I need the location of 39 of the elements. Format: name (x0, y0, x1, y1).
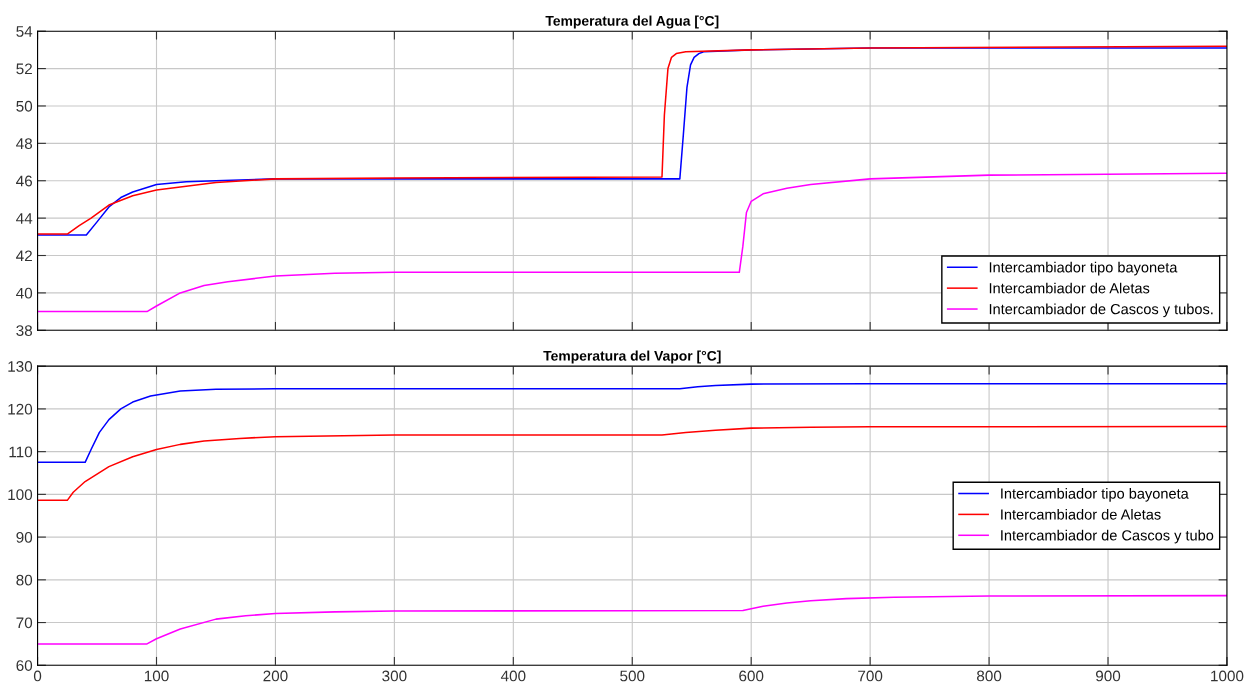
x-tick-label: 100 (144, 670, 169, 682)
legend-label: Intercambiador de Cascos y tubo (1001, 529, 1214, 544)
x-tick-label: 300 (382, 670, 407, 682)
x-tick-label: 900 (1095, 670, 1121, 682)
y-tick-label: 48 (16, 138, 33, 150)
y-tick-label: 54 (16, 26, 33, 37)
chart-title: Temperatura del Vapor [°C] (543, 350, 721, 364)
x-tick-label: 700 (858, 670, 883, 682)
y-tick-label: 80 (16, 574, 33, 586)
x-tick-label: 800 (977, 670, 1002, 682)
y-tick-label: 60 (16, 660, 33, 671)
y-tick-label: 40 (16, 287, 33, 299)
y-tick-label: 46 (16, 175, 33, 187)
x-tick-label: 0 (33, 670, 42, 682)
legend-label: Intercambiador tipo bayoneta (1001, 488, 1189, 502)
legend-label: Intercambiador de Cascos y tubos. (989, 303, 1213, 318)
x-tick-label: 400 (500, 670, 526, 682)
y-tick-label: 130 (8, 361, 33, 372)
y-tick-label: 120 (8, 403, 33, 415)
x-tick-label: 600 (739, 670, 764, 682)
legend-label: Intercambiador de Aletas (1001, 508, 1161, 520)
line-series (37, 594, 1227, 645)
y-tick-label: 50 (16, 100, 33, 112)
y-tick-label: 110 (9, 446, 33, 458)
y-tick-label: 100 (8, 489, 33, 501)
y-tick-label: 52 (16, 63, 32, 75)
y-tick-label: 70 (16, 617, 33, 629)
y-tick-label: 38 (16, 325, 33, 336)
y-tick-label: 44 (16, 213, 33, 224)
x-tick-label: 1000 (1211, 670, 1244, 682)
legend-label: Intercambiador de Aletas (989, 282, 1150, 294)
line-series (37, 382, 1227, 464)
line-series (37, 425, 1227, 502)
chart-title: Temperatura del Agua [°C] (545, 15, 719, 29)
legend-label: Intercambiador tipo bayoneta (989, 261, 1178, 276)
y-tick-label: 90 (16, 531, 33, 543)
x-tick-label: 200 (263, 670, 288, 682)
y-tick-label: 42 (16, 250, 32, 262)
x-tick-label: 500 (620, 670, 645, 682)
